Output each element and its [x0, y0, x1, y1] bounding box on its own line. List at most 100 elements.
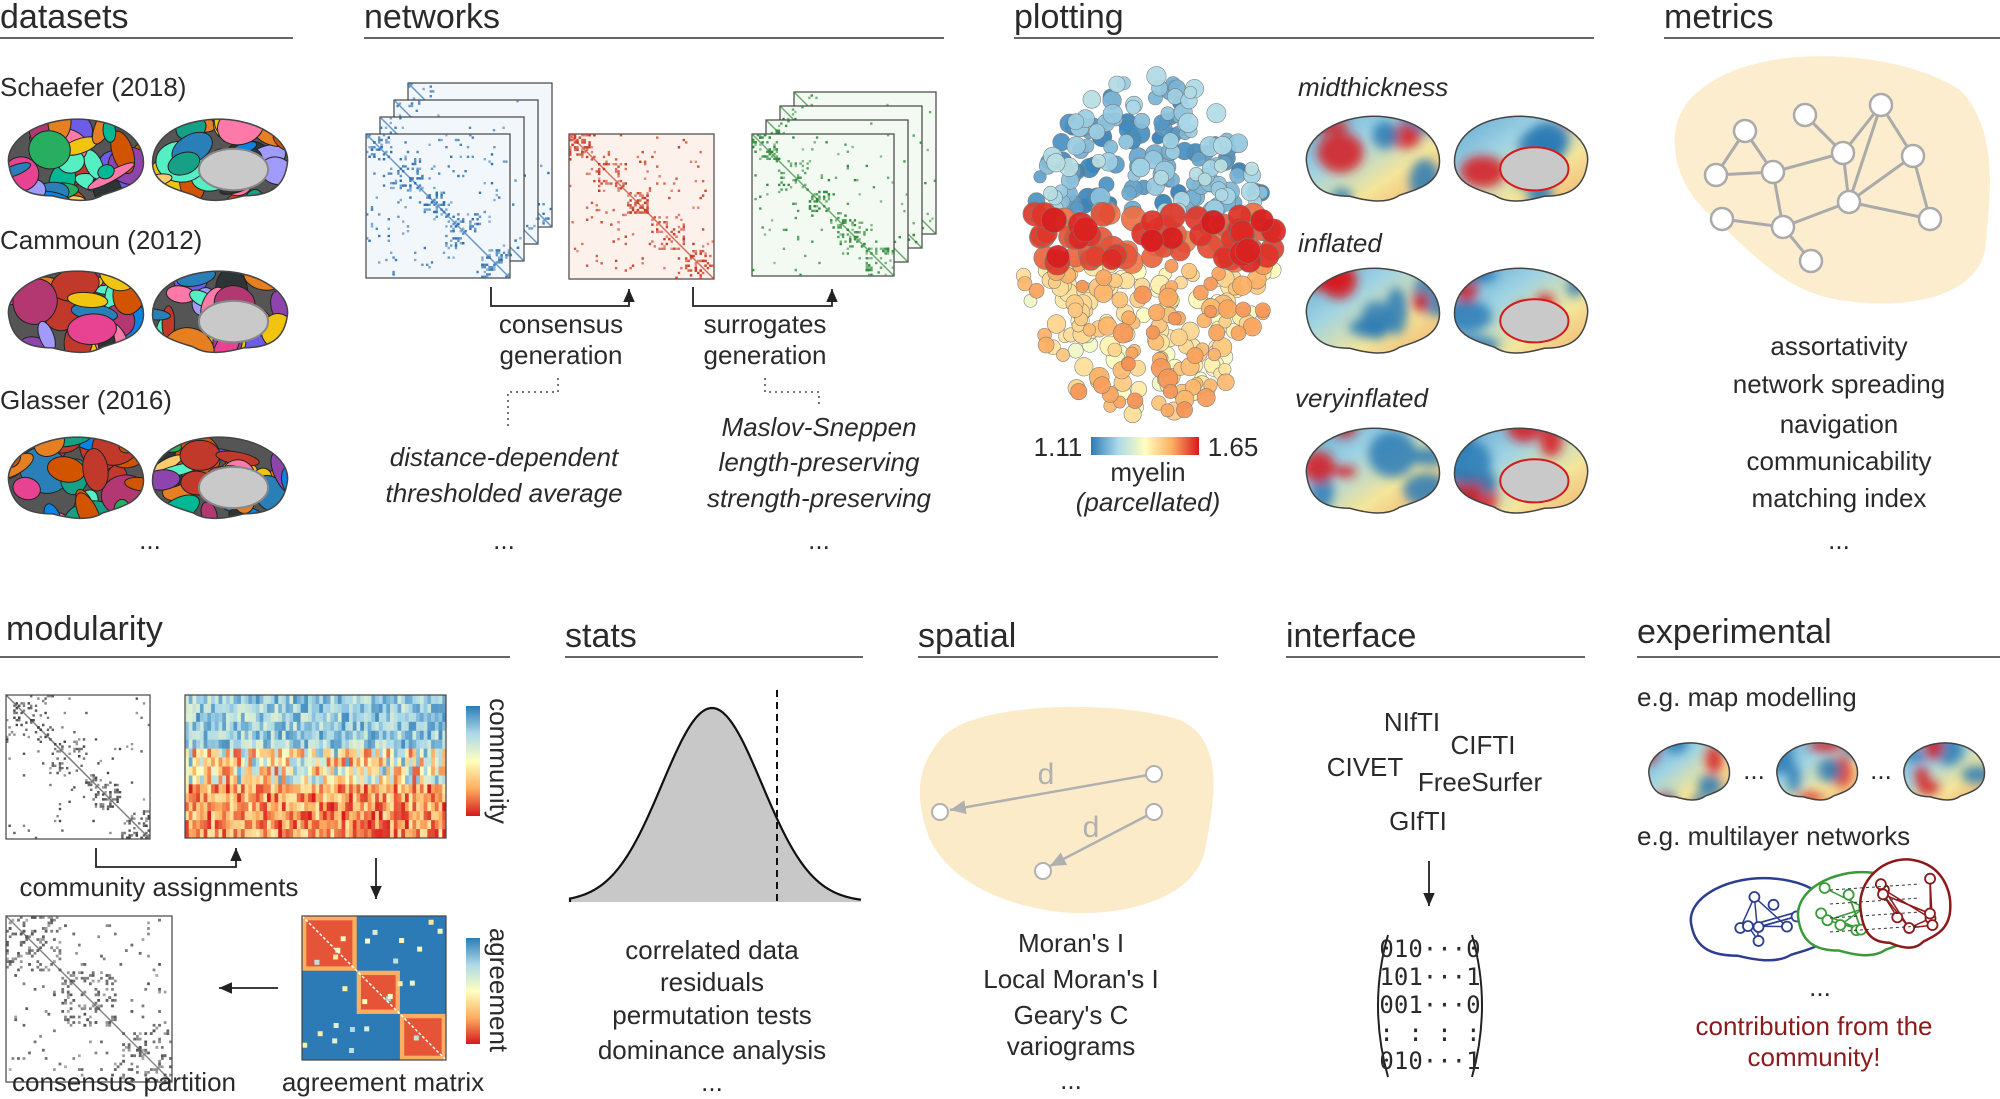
matrix-cell: [761, 136, 764, 139]
matrix-cell: [483, 210, 486, 214]
assignment-cell: [199, 748, 204, 758]
matrix-cell: [777, 124, 781, 128]
assignment-cell: [196, 695, 201, 705]
matrix-cell: [500, 256, 503, 259]
matrix-cell: [450, 225, 453, 228]
assignment-cell: [289, 712, 294, 723]
matrix-cell: [617, 228, 620, 231]
matrix-cell: [66, 996, 70, 999]
assignment-cell: [311, 784, 316, 794]
matrix-cell: [25, 721, 28, 724]
matrix-cell: [571, 138, 574, 142]
assignment-cell: [315, 784, 320, 794]
assignment-cell: [192, 829, 197, 839]
matrix-cell: [827, 178, 831, 182]
assignment-cell: [263, 829, 268, 839]
matrix-cell: [19, 932, 23, 936]
assignment-cell: [222, 757, 227, 767]
matrix-cell: [64, 924, 67, 928]
matrix-cell: [905, 193, 908, 196]
assignment-cell: [341, 739, 346, 749]
matrix-cell: [94, 738, 98, 741]
matrix-cell: [41, 927, 45, 930]
matrix-cell: [58, 807, 62, 811]
assignment-cell: [326, 712, 331, 723]
matrix-cell: [100, 954, 103, 958]
matrix-cell: [846, 164, 850, 168]
assignment-cell: [337, 703, 342, 714]
assignment-cell: [322, 802, 327, 812]
matrix-cell: [752, 268, 755, 272]
assignment-cell: [319, 757, 324, 767]
assignment-cell: [438, 730, 443, 740]
matrix-cell: [136, 1048, 139, 1052]
assignment-cell: [255, 703, 260, 714]
matrix-cell: [89, 1023, 92, 1027]
assignment-cell: [192, 820, 197, 830]
matrix-cell: [141, 1004, 145, 1008]
assignment-cell: [304, 820, 309, 830]
parcel-dot: [1093, 283, 1114, 303]
matrix-cell: [627, 194, 630, 197]
assignment-cell: [326, 721, 331, 732]
matrix-cell: [818, 261, 821, 265]
assignment-cell: [270, 695, 275, 705]
matrix-cell: [22, 1023, 26, 1027]
parcel-dot: [1107, 342, 1123, 358]
assignment-cell: [240, 784, 245, 794]
matrix-cell: [585, 146, 589, 149]
assignment-cell: [270, 820, 275, 830]
assignment-cell: [188, 775, 193, 785]
parcel: [8, 162, 32, 179]
assignment-cell: [360, 721, 365, 732]
matrix-cell: [36, 938, 40, 941]
matrix-cell: [653, 216, 656, 219]
matrix-cell: [837, 152, 840, 156]
matrix-cell: [142, 824, 146, 827]
matrix-cell: [846, 202, 850, 205]
matrix-cell: [820, 228, 823, 232]
matrix-cell: [701, 179, 705, 183]
assignment-cell: [308, 748, 313, 758]
matrix-cell: [14, 974, 18, 977]
matrix-cell: [36, 965, 40, 969]
matrix-cell: [373, 155, 376, 158]
matrix-cell: [495, 251, 498, 254]
assignment-cell: [285, 703, 290, 714]
matrix-cell: [69, 993, 73, 997]
matrix-cell: [114, 747, 117, 751]
matrix-cell: [145, 817, 148, 820]
assignment-cell: [244, 739, 249, 749]
agreement-diagonal: [301, 915, 447, 1061]
matrix-cell: [142, 810, 146, 813]
matrix-cell: [481, 266, 484, 269]
assignment-cell: [330, 730, 335, 740]
assignment-cell: [416, 703, 421, 714]
matrix-cell: [815, 209, 819, 213]
matrix-cell: [462, 227, 465, 230]
parcel: [124, 476, 144, 492]
matrix-cell: [85, 781, 88, 784]
matrix-cell: [585, 218, 589, 221]
matrix-cell: [152, 1023, 156, 1027]
matrix-cell: [147, 815, 150, 818]
matrix-cell: [629, 206, 632, 209]
assignment-cell: [345, 721, 350, 732]
matrix-cell: [595, 254, 598, 258]
assignment-cell: [311, 757, 316, 767]
assignment-cell: [382, 757, 387, 767]
assignment-cell: [188, 829, 193, 839]
assignment-cell: [330, 703, 335, 714]
matrix-cell: [370, 208, 374, 211]
assignment-cell: [341, 703, 346, 714]
matrix-cell: [687, 269, 690, 272]
assignment-cell: [222, 739, 227, 749]
matrix-cell: [382, 184, 386, 187]
matrix-cell: [677, 225, 681, 229]
parcel-dot: [1158, 287, 1179, 308]
assignment-cell: [267, 766, 272, 776]
assignment-cell: [375, 748, 380, 758]
label: Maslov-Sneppen: [721, 412, 916, 442]
assignment-cell: [222, 793, 227, 803]
assignment-cell: [274, 748, 279, 758]
